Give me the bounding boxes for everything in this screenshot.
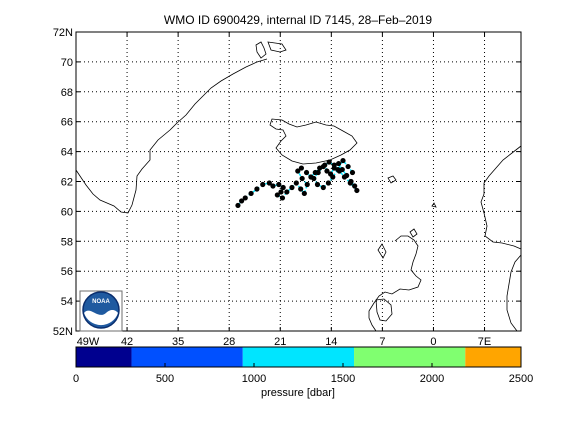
colorbar-tick-label: 500	[156, 373, 174, 385]
y-tick-label: 60	[61, 206, 73, 218]
colorbar-tick-label: 1000	[242, 373, 266, 385]
x-tick-label: 21	[274, 336, 286, 348]
colorbar-segment	[465, 347, 521, 367]
x-tick-label: 0	[430, 336, 436, 348]
track-point	[335, 166, 341, 173]
colorbar-segment	[242, 347, 355, 367]
coastline-jan-mayen	[255, 41, 287, 59]
coastline-skagerrak	[506, 254, 522, 332]
y-tick-label: 72N	[53, 27, 73, 39]
track-point	[298, 186, 304, 192]
chart-title: WMO ID 6900429, internal ID 7145, 28–Feb…	[164, 13, 432, 27]
y-tick-label: 62	[61, 177, 73, 189]
x-tick-label: 42	[121, 336, 133, 348]
coastlines	[75, 41, 522, 332]
track-point	[311, 175, 317, 182]
colorbar-tick-label: 1500	[331, 373, 355, 385]
track-point	[340, 157, 346, 164]
coastline-shetland	[431, 202, 437, 208]
x-tick-label: 14	[325, 336, 337, 348]
track-point	[304, 181, 310, 188]
track-point	[314, 181, 321, 188]
colorbar-segment	[131, 347, 243, 367]
track-point	[274, 192, 280, 198]
x-tick-label: 35	[172, 336, 184, 348]
track-point	[345, 163, 351, 170]
colorbar-tick-label: 0	[73, 373, 79, 385]
track-point	[331, 162, 337, 168]
track-point	[330, 174, 336, 180]
track-point	[326, 159, 332, 165]
colorbar-segment	[76, 347, 132, 367]
coastline-norway	[480, 145, 522, 250]
svg-text:NOAA: NOAA	[92, 299, 110, 305]
track-point	[248, 190, 254, 197]
colorbar-tick-labels: 0 500 1000 1500 2000 2500	[73, 363, 533, 385]
track-point	[254, 186, 260, 192]
track-point	[235, 202, 241, 209]
y-tick-label: 52N	[53, 326, 73, 338]
track-point	[315, 169, 321, 176]
track-point	[324, 168, 330, 174]
track-point	[242, 195, 248, 201]
y-tick-label: 66	[61, 117, 73, 129]
colorbar-segment	[354, 347, 466, 367]
track-point	[280, 184, 286, 191]
track-point	[301, 190, 307, 197]
track-point	[260, 181, 266, 188]
track-point	[336, 160, 342, 167]
coastline-iceland	[269, 118, 358, 165]
track-point	[295, 168, 301, 174]
track-point	[303, 169, 310, 176]
track-point	[341, 174, 348, 180]
y-tick-label: 54	[61, 296, 73, 308]
coastline-faroe	[387, 175, 397, 184]
track-point	[266, 180, 272, 186]
colorbar-label: pressure [dbar]	[261, 387, 335, 399]
track-point	[298, 165, 305, 171]
y-tick-label: 64	[61, 147, 73, 159]
track-point	[320, 163, 326, 170]
coastline-hebrides	[377, 228, 418, 259]
noaa-logo: NOAA	[79, 290, 123, 332]
y-tick-label: 68	[61, 87, 73, 99]
plot-area	[75, 31, 522, 332]
coastline-britain	[368, 235, 422, 332]
track-point	[293, 180, 299, 186]
coastline-ireland	[375, 298, 393, 322]
track-point	[289, 184, 295, 191]
track-point	[347, 180, 353, 186]
colorbar-tick-label: 2000	[420, 373, 444, 385]
y-tick-label: 70	[61, 57, 73, 69]
track-point	[325, 180, 332, 186]
x-tick-labels: 49W 42 35 28 21 14 7 0 7E	[77, 336, 492, 348]
colorbar: 49W 42 35 28 21 14 7 0 7E 0 500 1000 1500 2000 2500 p…	[73, 336, 533, 399]
track-point	[270, 183, 276, 189]
x-tick-label: 7	[379, 336, 385, 348]
x-tick-label: 49W	[77, 336, 100, 348]
track-points	[235, 157, 360, 209]
track-point	[278, 189, 284, 195]
y-tick-labels: 52N 54 56 58 60 62 64 66 68 70 72N	[53, 27, 73, 338]
track-point	[276, 181, 282, 188]
colorbar-segments	[76, 347, 521, 367]
track-point	[284, 189, 290, 195]
x-tick-label: 7E	[478, 336, 491, 348]
track-point	[349, 169, 356, 176]
track-point	[279, 195, 286, 201]
track-point	[354, 187, 360, 194]
track-point	[299, 175, 305, 182]
track-point	[352, 183, 358, 189]
colorbar-tick-label: 2500	[509, 373, 533, 385]
coastline-greenland	[75, 58, 268, 214]
grid-lines	[75, 31, 521, 332]
track-point	[320, 184, 326, 191]
y-tick-label: 58	[61, 236, 73, 248]
y-tick-label: 56	[61, 266, 73, 278]
x-tick-label: 28	[223, 336, 235, 348]
track-point	[238, 198, 245, 204]
track-line	[237, 159, 358, 206]
